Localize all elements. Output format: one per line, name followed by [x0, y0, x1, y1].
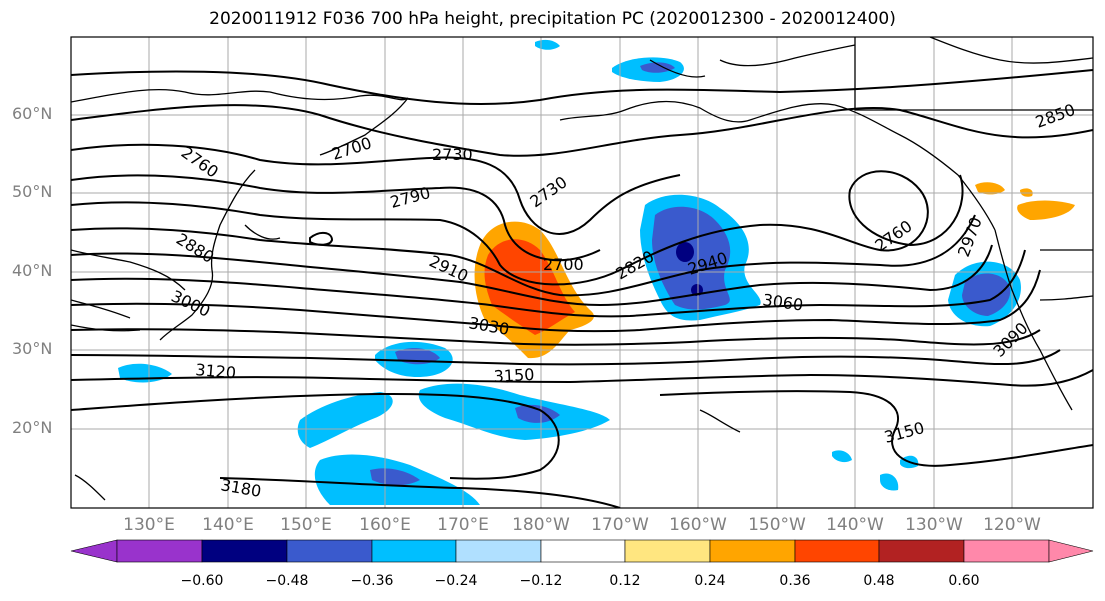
colorbar-segment	[371, 539, 457, 563]
colorbar-segment	[455, 539, 542, 563]
colorbar-segment	[540, 539, 626, 563]
colorbar-tick-label: −0.60	[180, 573, 224, 589]
latitude-label: 50°N	[12, 182, 53, 201]
longitude-label: 170°W	[591, 515, 649, 535]
longitude-label: 170°E	[437, 515, 489, 535]
height-contours	[71, 69, 1093, 508]
longitude-label: 150°E	[280, 515, 332, 535]
colorbar-segment	[70, 539, 118, 563]
latitude-label: 30°N	[12, 339, 53, 358]
colorbar-tick-label: 0.36	[779, 573, 811, 589]
longitude-label: 150°W	[748, 515, 806, 535]
contour-label: 3120	[195, 360, 237, 382]
colorbar-segment	[624, 539, 711, 563]
longitude-label: 130°E	[123, 515, 175, 535]
colorbar-segment	[963, 539, 1050, 563]
longitude-label: 140°E	[202, 515, 254, 535]
longitude-label: 130°W	[905, 515, 963, 535]
map-border	[70, 36, 1094, 509]
colorbar-tick-label: 0.60	[948, 573, 980, 589]
contour-label: 3150	[493, 365, 535, 386]
colorbar-segment	[116, 539, 203, 563]
colorbar-segment	[709, 539, 796, 563]
longitude-label: 140°W	[826, 515, 884, 535]
colorbar-segment	[794, 539, 880, 563]
colorbar-tick-label: 0.24	[694, 573, 726, 589]
colorbar-segment	[1048, 539, 1094, 563]
colorbar-tick-label: 0.12	[609, 573, 641, 589]
longitude-label: 160°E	[359, 515, 411, 535]
colorbar	[70, 539, 1094, 563]
colorbar-segment	[286, 539, 373, 563]
colorbar-segment	[201, 539, 288, 563]
precipitation-shading	[118, 39, 1075, 505]
colorbar-tick-label: −0.36	[350, 573, 394, 589]
contour-label: 2730	[432, 145, 473, 164]
colorbar-tick-label: −0.12	[519, 573, 563, 589]
latitude-label: 20°N	[12, 418, 53, 437]
latitude-label: 40°N	[12, 261, 53, 280]
latitude-label: 60°N	[12, 104, 53, 123]
longitude-label: 180°W	[512, 515, 570, 535]
contour-label: 2700	[543, 255, 584, 274]
longitude-label: 160°W	[669, 515, 727, 535]
colorbar-segment	[878, 539, 965, 563]
longitude-label: 120°W	[983, 515, 1041, 535]
graticule	[71, 37, 1093, 508]
colorbar-tick-label: −0.24	[434, 573, 478, 589]
colorbar-tick-label: −0.48	[265, 573, 309, 589]
colorbar-tick-label: 0.48	[863, 573, 895, 589]
map-title: 2020011912 F036 700 hPa height, precipit…	[209, 9, 896, 29]
